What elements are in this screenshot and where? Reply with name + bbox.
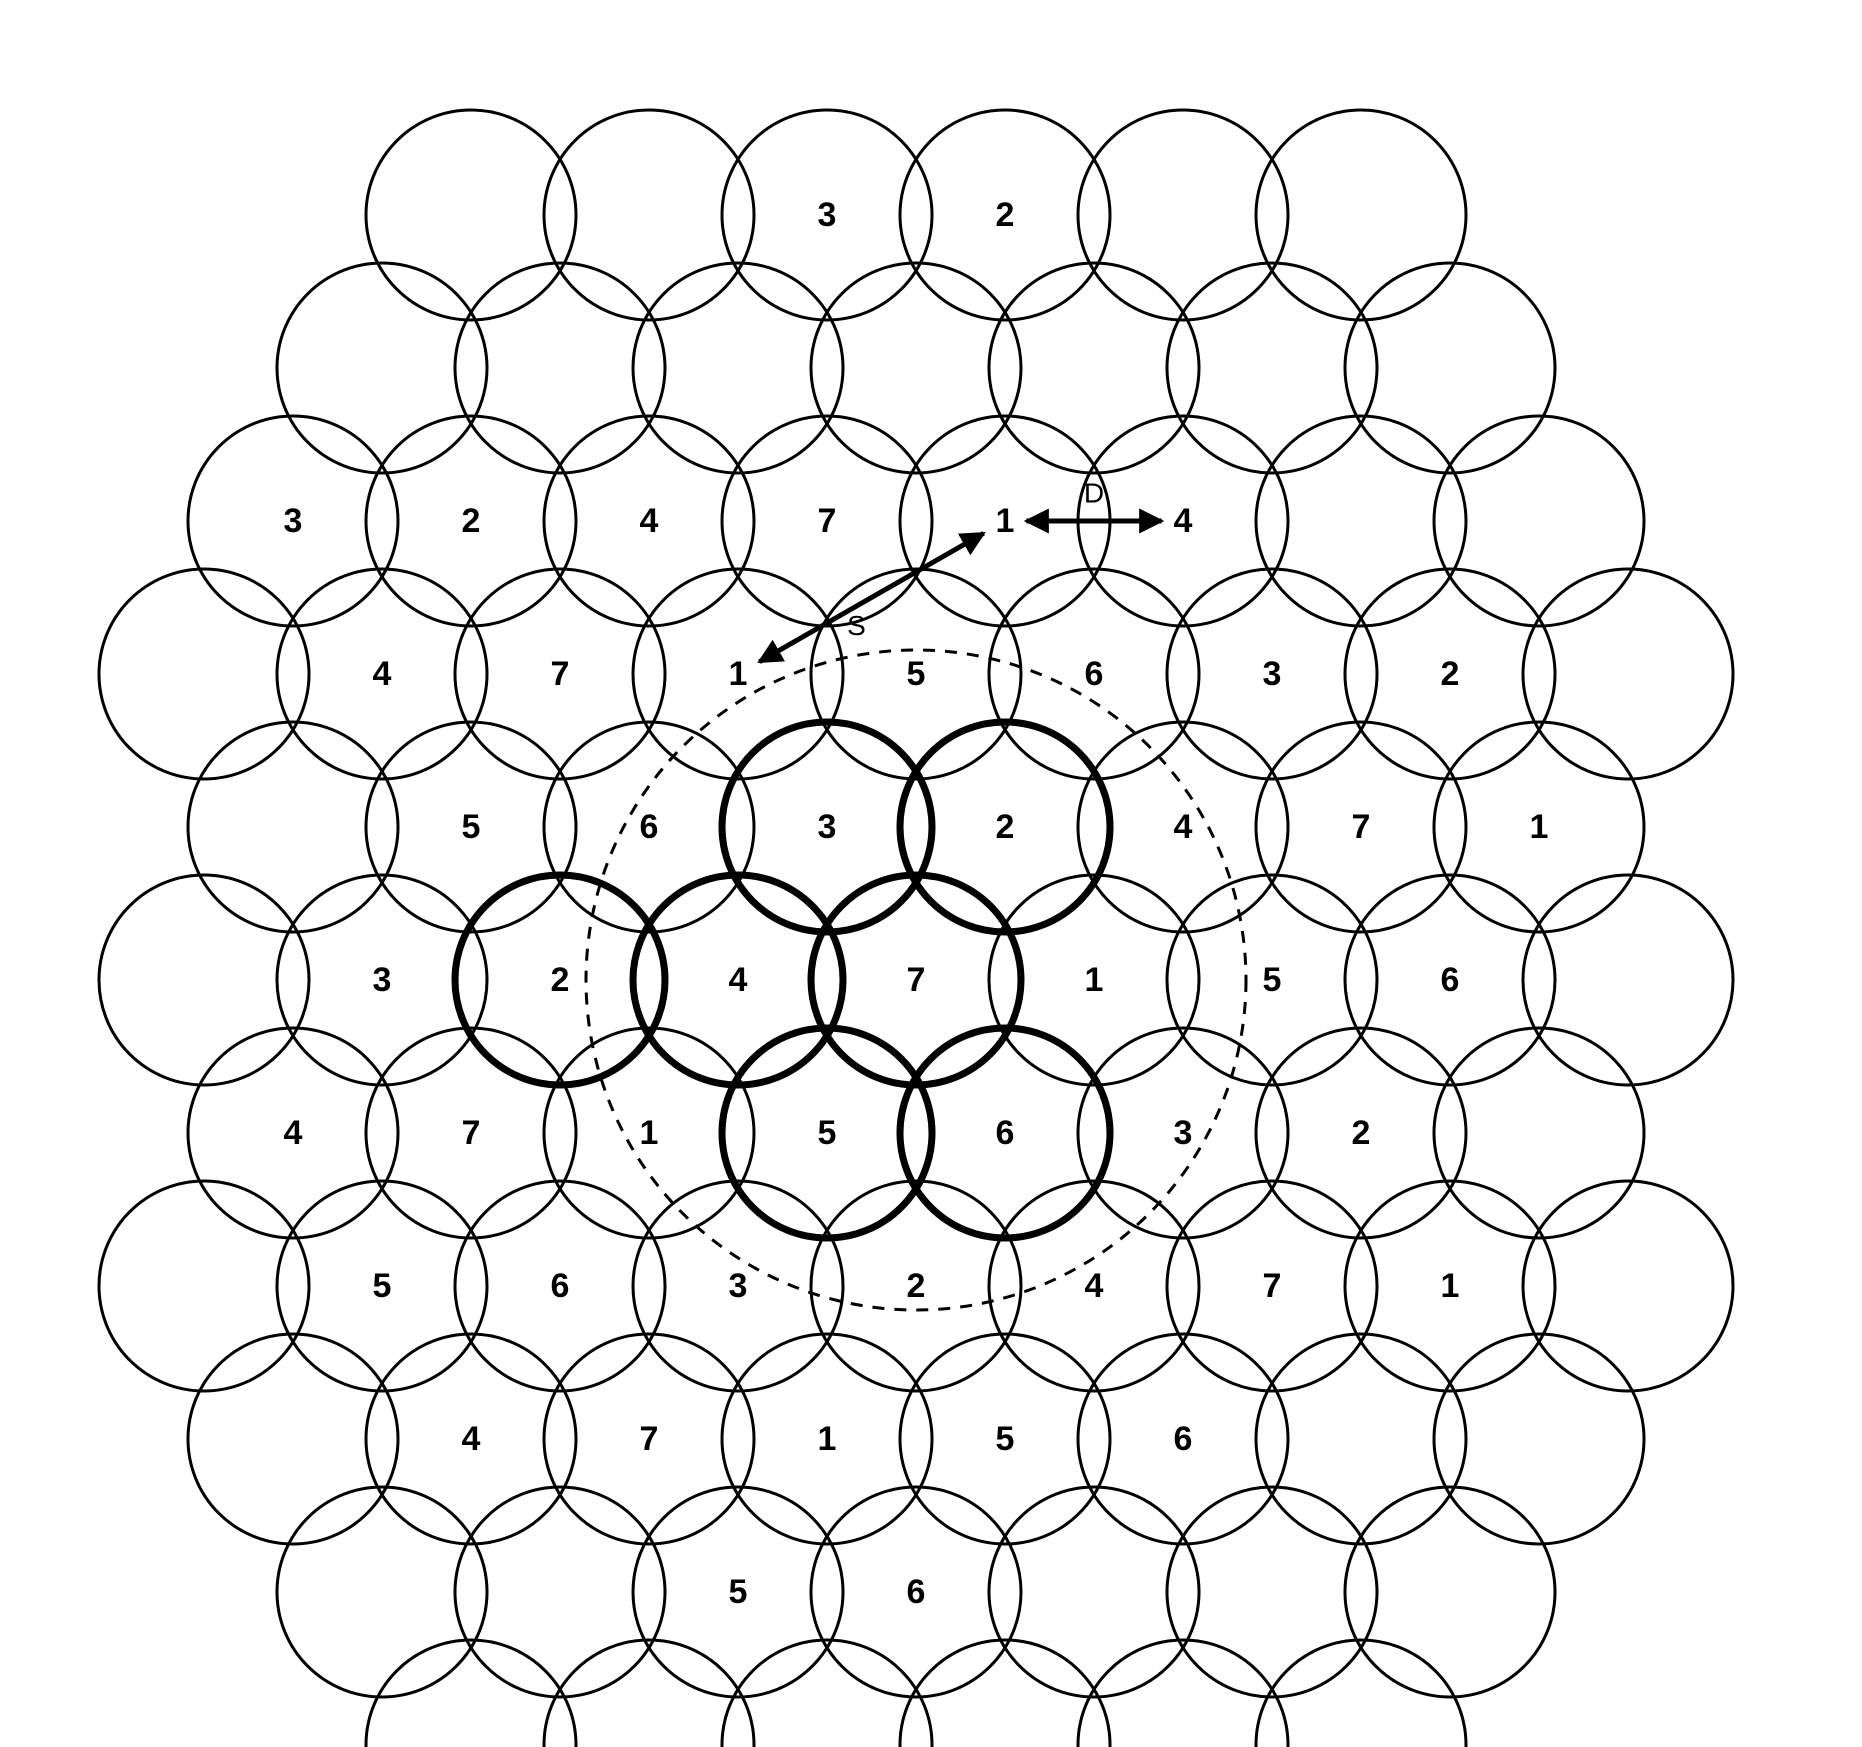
cell-label: 3 [818, 808, 837, 846]
cell-label: 2 [1441, 655, 1460, 693]
cell-label: 5 [462, 808, 481, 846]
cell-label: 4 [1174, 502, 1193, 540]
cell-label: 3 [729, 1267, 748, 1305]
cell-label: 1 [640, 1114, 659, 1152]
cell-label: 7 [818, 502, 837, 540]
cell-label: 6 [996, 1114, 1015, 1152]
cell-label: 6 [1441, 961, 1460, 999]
cell-label: 7 [1263, 1267, 1282, 1305]
cell-label: 5 [1263, 961, 1282, 999]
cell-label: 7 [1352, 808, 1371, 846]
cell-label: 2 [907, 1267, 926, 1305]
d-label: D [1084, 478, 1104, 509]
cell-label: 4 [729, 961, 748, 999]
cell-label: 6 [1085, 655, 1104, 693]
cell-label: 2 [462, 502, 481, 540]
cell-label: 1 [996, 502, 1015, 540]
cell-label: 3 [284, 502, 303, 540]
cell-label: 3 [373, 961, 392, 999]
cell-label: 2 [1352, 1114, 1371, 1152]
cell-label: 4 [284, 1114, 303, 1152]
cell-label: 2 [551, 961, 570, 999]
cell-label: 4 [1174, 808, 1193, 846]
cell-label: 4 [640, 502, 659, 540]
cell-label: 4 [373, 655, 392, 693]
cell-label: 1 [729, 655, 748, 693]
cell-label: 6 [907, 1573, 926, 1611]
cell-label: 7 [907, 961, 926, 999]
cell-label: 2 [996, 196, 1015, 234]
cell-label: 7 [462, 1114, 481, 1152]
cell-label: 5 [729, 1573, 748, 1611]
cell-label: 6 [1174, 1420, 1193, 1458]
cell-label: 1 [818, 1420, 837, 1458]
cell-label: 5 [818, 1114, 837, 1152]
cell-label: 3 [1263, 655, 1282, 693]
cell-label: 1 [1530, 808, 1549, 846]
cell-label: 7 [640, 1420, 659, 1458]
cell-label: 2 [996, 808, 1015, 846]
cell-label: 5 [373, 1267, 392, 1305]
cell-label: 4 [462, 1420, 481, 1458]
cell-reuse-diagram: 3 2 3 2 4 7 1 4 4 7 1 5 6 3 2 5 6 3 2 4 7 1 3 2 4 7 1 5 6 4 7 1 5 6 3 2 5 6 3 2… [0, 0, 1862, 1747]
cell-label: 3 [1174, 1114, 1193, 1152]
cell-label: 5 [996, 1420, 1015, 1458]
s-label: S [847, 610, 866, 641]
cell-label: 6 [640, 808, 659, 846]
cell-label: 3 [818, 196, 837, 234]
cell-label: 7 [551, 655, 570, 693]
cell-label: 6 [551, 1267, 570, 1305]
cell-label: 5 [907, 655, 926, 693]
cell-label: 1 [1085, 961, 1104, 999]
cell-label: 1 [1441, 1267, 1460, 1305]
cell-label: 4 [1085, 1267, 1104, 1305]
